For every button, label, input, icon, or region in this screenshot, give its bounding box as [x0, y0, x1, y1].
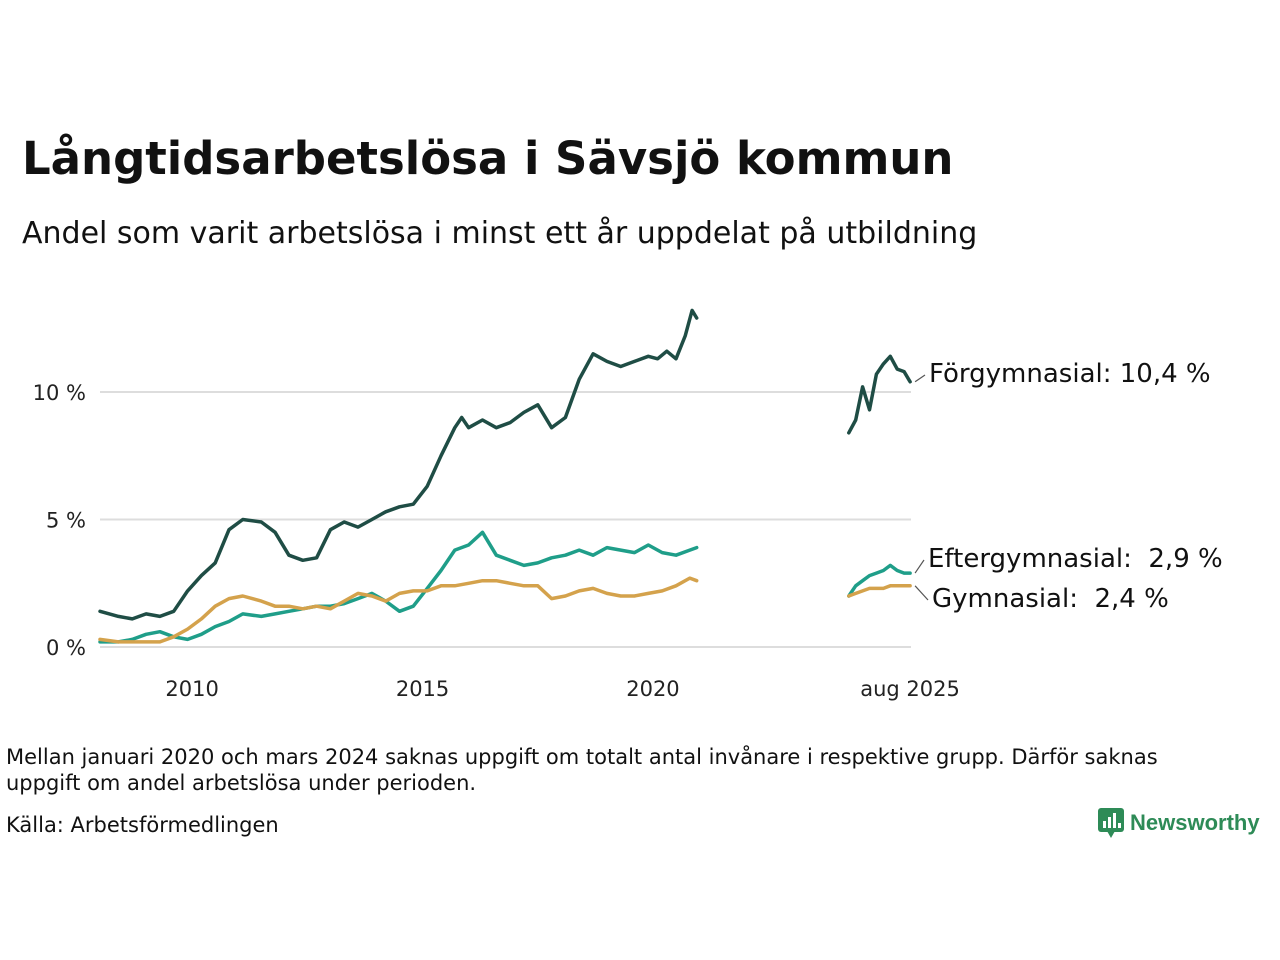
- bar-chart-speech-bubble-icon: [1098, 808, 1124, 838]
- label-leader-line: [914, 559, 925, 574]
- label-leader-line: [914, 374, 926, 383]
- series-lines: [98, 308, 912, 644]
- x-tick-label: aug 2025: [860, 677, 960, 701]
- line-chart: 0 % 5 % 10 % 2010 2015 2020 aug 2025 Förgymna…: [33, 308, 1223, 701]
- series-line-förgymnasial: [847, 354, 912, 435]
- footnote: Mellan januari 2020 och mars 2024 saknas…: [6, 745, 1158, 795]
- x-tick-label: 2020: [626, 677, 679, 701]
- y-tick-label: 0 %: [46, 636, 86, 660]
- series-line-gymnasial: [847, 584, 912, 598]
- gridlines: [100, 391, 911, 648]
- x-axis-ticks: 2010 2015 2020 aug 2025: [165, 677, 959, 701]
- label-leader-line: [914, 585, 929, 601]
- series-line-eftergymnasial: [847, 563, 912, 598]
- brand-logo: Newsworthy: [1098, 808, 1260, 838]
- series-line-förgymnasial: [98, 308, 699, 621]
- chart-subtitle: Andel som varit arbetslösa i minst ett å…: [22, 216, 978, 251]
- source-note: Källa: Arbetsförmedlingen: [6, 813, 279, 837]
- series-label-eftergymnasial: Eftergymnasial: 2,9 %: [928, 544, 1223, 574]
- series-labels: Förgymnasial: 10,4 % Eftergymnasial: 2,9 …: [914, 359, 1223, 614]
- series-label-gymnasial: Gymnasial: 2,4 %: [932, 584, 1169, 614]
- series-line-gymnasial: [98, 576, 699, 644]
- y-axis-ticks: 0 % 5 % 10 %: [33, 381, 86, 660]
- series-line-eftergymnasial: [98, 530, 699, 644]
- series-label-förgymnasial: Förgymnasial: 10,4 %: [929, 359, 1211, 389]
- brand-name: Newsworthy: [1130, 810, 1260, 835]
- chart-title: Långtidsarbetslösa i Sävsjö kommun: [22, 132, 954, 185]
- y-tick-label: 10 %: [33, 381, 86, 405]
- y-tick-label: 5 %: [46, 509, 86, 533]
- x-tick-label: 2010: [165, 677, 218, 701]
- x-tick-label: 2015: [396, 677, 449, 701]
